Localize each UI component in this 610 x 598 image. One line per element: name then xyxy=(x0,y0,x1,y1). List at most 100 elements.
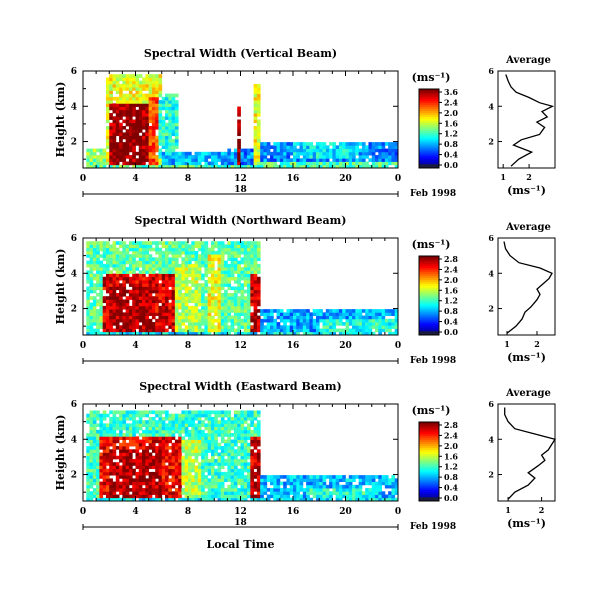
heatmap-cell xyxy=(122,280,127,284)
heatmap-cell xyxy=(233,305,238,310)
heatmap-cell xyxy=(220,429,225,434)
heatmap-cell xyxy=(109,250,113,255)
heatmap-cell xyxy=(319,497,323,502)
heatmap-cell xyxy=(210,478,215,482)
heatmap-cell xyxy=(119,315,123,320)
heatmap-cell xyxy=(224,280,228,284)
heatmap-cell xyxy=(161,106,166,111)
heatmap-cell xyxy=(230,155,235,159)
heatmap-cell xyxy=(194,267,199,271)
heatmap-cell xyxy=(174,270,179,274)
heatmap-cell xyxy=(289,312,294,316)
heatmap-cell xyxy=(86,475,90,479)
heatmap-cell xyxy=(92,328,97,333)
average-y-tick-label: 4 xyxy=(488,101,494,111)
heatmap-cell xyxy=(148,305,153,310)
heatmap-cell xyxy=(128,331,133,336)
heatmap-cell xyxy=(89,452,94,457)
heatmap-cell xyxy=(312,491,317,495)
heatmap-cell xyxy=(342,475,346,479)
heatmap-cell xyxy=(260,155,264,159)
heatmap-cell xyxy=(165,100,169,104)
heatmap-cell xyxy=(381,155,386,159)
heatmap-cell xyxy=(217,305,222,310)
colorbar-segment xyxy=(419,134,439,137)
heatmap-cell xyxy=(132,273,136,278)
heatmap-cell xyxy=(352,155,356,159)
heatmap-cell xyxy=(109,478,113,482)
heatmap-cell xyxy=(391,494,396,499)
heatmap-cell xyxy=(115,151,120,156)
heatmap-cell xyxy=(391,488,396,492)
heatmap-cell xyxy=(256,244,261,249)
heatmap-cell xyxy=(105,289,110,294)
heatmap-cell xyxy=(135,318,140,323)
heatmap-cell xyxy=(276,145,281,149)
heatmap-cell xyxy=(119,83,123,88)
heatmap-cell xyxy=(171,299,176,304)
heatmap-cell xyxy=(132,468,136,473)
heatmap-cell xyxy=(201,436,205,440)
heatmap-cell xyxy=(161,145,166,149)
heatmap-cell xyxy=(250,260,255,265)
heatmap-cell xyxy=(96,292,100,297)
heatmap-cell xyxy=(178,446,182,450)
panel-title: Spectral Width (Northward Beam) xyxy=(135,214,347,227)
heatmap-cell xyxy=(191,263,195,268)
heatmap-cell xyxy=(332,491,337,495)
heatmap-cell xyxy=(181,322,186,326)
heatmap-cell xyxy=(89,436,94,440)
heatmap-cell xyxy=(194,497,199,502)
heatmap-cell xyxy=(220,305,225,310)
heatmap-cell xyxy=(96,462,100,466)
heatmap-cell xyxy=(266,309,271,313)
heatmap-cell xyxy=(161,302,166,307)
heatmap-cell xyxy=(352,331,356,336)
heatmap-cell xyxy=(283,145,287,149)
heatmap-cell xyxy=(332,158,337,162)
heatmap-cell xyxy=(138,446,143,450)
heatmap-cell xyxy=(128,244,133,249)
heatmap-cell xyxy=(145,436,150,440)
heatmap-cell xyxy=(237,263,241,268)
heatmap-cell xyxy=(253,138,258,143)
heatmap-cell xyxy=(276,155,281,159)
heatmap-cell xyxy=(181,420,186,424)
heatmap-cell xyxy=(105,462,110,466)
heatmap-cell xyxy=(102,410,107,415)
heatmap-cell xyxy=(122,145,127,149)
heatmap-cell xyxy=(145,491,150,495)
x-axis-label: Local Time xyxy=(207,538,275,551)
heatmap-cell xyxy=(138,129,143,133)
heatmap-cell xyxy=(299,145,304,149)
heatmap-cell xyxy=(138,286,143,291)
heatmap-cell xyxy=(243,442,248,447)
heatmap-cell xyxy=(86,439,90,444)
heatmap-cell xyxy=(240,158,245,162)
heatmap-cell xyxy=(220,257,225,262)
heatmap-cell xyxy=(96,475,100,479)
heatmap-cell xyxy=(329,328,333,333)
heatmap-cell xyxy=(220,494,225,499)
heatmap-cell xyxy=(233,436,238,440)
heatmap-cell xyxy=(210,151,215,156)
heatmap-cell xyxy=(138,74,143,78)
heatmap-cell xyxy=(309,148,314,153)
heatmap-cell xyxy=(171,151,176,156)
heatmap-cell xyxy=(217,286,222,291)
heatmap-cell xyxy=(247,247,251,252)
heatmap-cell xyxy=(352,312,356,316)
heatmap-cell xyxy=(220,296,225,300)
heatmap-cell xyxy=(135,158,140,162)
heatmap-cell xyxy=(89,312,94,316)
heatmap-cell xyxy=(109,93,113,98)
heatmap-cell xyxy=(237,273,241,278)
heatmap-cell xyxy=(92,442,97,447)
heatmap-cell xyxy=(155,106,159,111)
heatmap-cell xyxy=(168,309,172,313)
heatmap-cell xyxy=(105,93,110,98)
heatmap-cell xyxy=(142,125,146,130)
heatmap-cell xyxy=(256,426,261,431)
heatmap-cell xyxy=(99,273,104,278)
heatmap-cell xyxy=(302,325,307,329)
